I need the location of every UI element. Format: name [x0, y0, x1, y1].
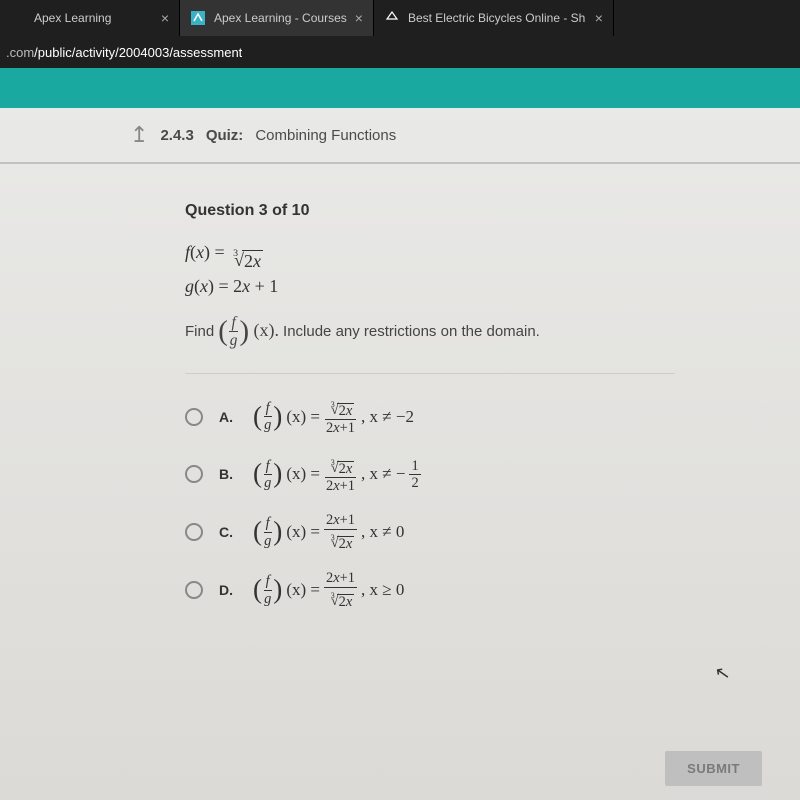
option-a[interactable]: A. fg (x) = 32x 2x+1 , x ≠ −2 — [185, 398, 800, 436]
option-math: fg (x) = 2x+1 32x , x ≠ 0 — [253, 513, 404, 551]
quiz-title: Combining Functions — [255, 127, 396, 144]
find-instruction: Find fg (x). Include any restrictions on… — [185, 315, 800, 349]
question-counter: Question 3 of 10 — [185, 202, 800, 220]
tab-apex-courses[interactable]: Apex Learning - Courses × — [180, 0, 374, 36]
function-f: f(x) = 32x — [185, 242, 800, 272]
favicon-apex — [190, 10, 206, 26]
tab-title: Apex Learning - Courses — [214, 11, 347, 25]
option-math: fg (x) = 32x 2x+1 , x ≠ −2 — [253, 398, 414, 436]
tab-bicycles[interactable]: Best Electric Bicycles Online - Sh × — [374, 0, 614, 36]
option-c[interactable]: C. fg (x) = 2x+1 32x , x ≠ 0 — [185, 513, 800, 551]
divider — [185, 373, 675, 374]
option-label: D. — [219, 582, 237, 598]
option-label: C. — [219, 524, 237, 540]
quiz-number: 2.4.3 — [160, 127, 193, 144]
radio-icon[interactable] — [185, 408, 203, 426]
question-block: Question 3 of 10 f(x) = 32x g(x) = 2x + … — [0, 164, 800, 609]
favicon-blank — [10, 10, 26, 26]
back-arrow-icon[interactable]: ↥ — [130, 122, 148, 148]
option-d[interactable]: D. fg (x) = 2x+1 32x , x ≥ 0 — [185, 571, 800, 609]
radio-icon[interactable] — [185, 465, 203, 483]
tab-apex-learning[interactable]: Apex Learning × — [0, 0, 180, 36]
option-math: fg (x) = 2x+1 32x , x ≥ 0 — [253, 571, 404, 609]
cursor-icon: ↖ — [713, 662, 732, 685]
radio-icon[interactable] — [185, 523, 203, 541]
browser-chrome: Apex Learning × Apex Learning - Courses … — [0, 0, 800, 68]
quiz-header: ↥ 2.4.3 Quiz: Combining Functions — [0, 108, 800, 164]
close-icon[interactable]: × — [595, 10, 603, 26]
app-header-bar — [0, 68, 800, 108]
favicon-bike — [384, 10, 400, 26]
option-label: A. — [219, 409, 237, 425]
close-icon[interactable]: × — [355, 10, 363, 26]
find-prefix: Find — [185, 323, 214, 340]
address-bar[interactable]: .com/public/activity/2004003/assessment — [0, 36, 800, 68]
option-math: fg (x) = 32x 2x+1 , x ≠ −12 — [253, 456, 421, 494]
tab-title: Best Electric Bicycles Online - Sh — [408, 11, 587, 25]
content-area: ↥ 2.4.3 Quiz: Combining Functions Questi… — [0, 108, 800, 800]
options-list: A. fg (x) = 32x 2x+1 , x ≠ −2 B. fg (x) … — [185, 398, 800, 610]
radio-icon[interactable] — [185, 581, 203, 599]
close-icon[interactable]: × — [161, 10, 169, 26]
find-suffix: Include any restrictions on the domain. — [283, 323, 540, 340]
quiz-type: Quiz: — [206, 127, 244, 144]
function-g: g(x) = 2x + 1 — [185, 276, 800, 297]
url-text: .com/public/activity/2004003/assessment — [6, 45, 242, 60]
url-path: /public/activity/2004003/assessment — [34, 45, 242, 60]
tab-title: Apex Learning — [34, 11, 153, 25]
url-host: .com — [6, 45, 34, 60]
submit-button[interactable]: SUBMIT — [665, 751, 762, 786]
tab-strip: Apex Learning × Apex Learning - Courses … — [0, 0, 800, 36]
option-label: B. — [219, 466, 237, 482]
option-b[interactable]: B. fg (x) = 32x 2x+1 , x ≠ −12 — [185, 456, 800, 494]
find-arg: (x). — [254, 320, 280, 340]
